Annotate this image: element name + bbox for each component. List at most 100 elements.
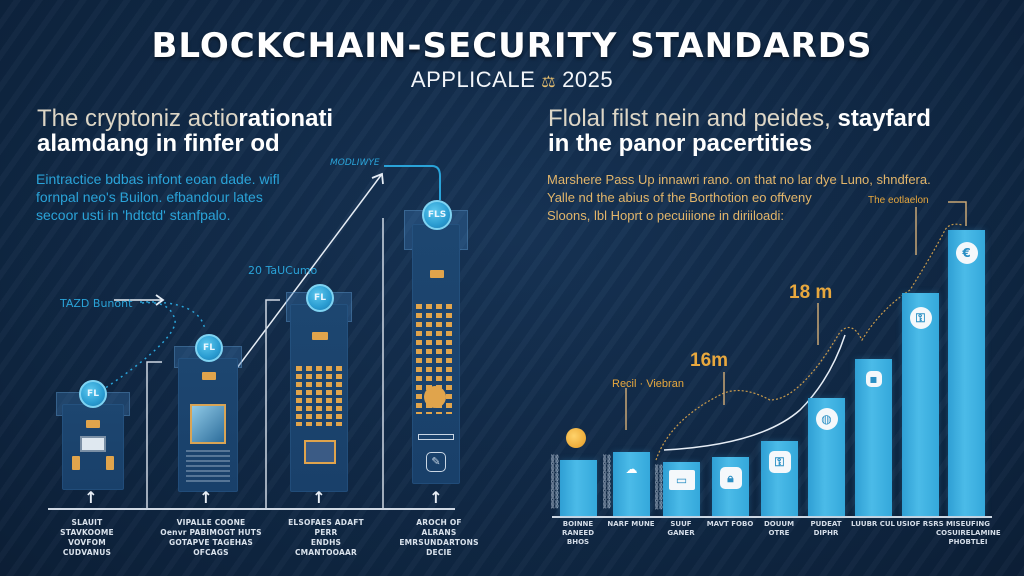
label-line: VIPALLE COONE xyxy=(176,518,246,527)
monitor-icon xyxy=(304,440,336,464)
tower-badge-icon: FL xyxy=(195,334,223,362)
tower-badge-icon: FLS xyxy=(422,200,452,230)
bar-5: ⚿ xyxy=(761,441,798,516)
tower-3-label: ELSOFAES ADAFT PERR ENDHS CMANTOOAAR xyxy=(276,518,376,558)
bag-lock-icon: ⚿ xyxy=(768,451,791,473)
coin-icon xyxy=(202,372,216,380)
left-body-line: fornpal neo's Builon. efbandour lates xyxy=(36,189,263,205)
tower-2-label: VIPALLE COONE Oenvr PABIMOGT HUTS GOTAPV… xyxy=(156,518,266,558)
right-heading-light: Flolal filst nein and peides, xyxy=(548,105,838,132)
monitor-icon: ▭ xyxy=(668,470,695,490)
annotation-tag-a: TAZD Bunont xyxy=(60,297,133,310)
coin-icon xyxy=(430,270,444,278)
right-body: Marshere Pass Up innawri rano. on that n… xyxy=(547,171,947,225)
left-heading-light: The cryptoniz actio xyxy=(37,105,239,132)
chain-icon: ⛓ ⛓ ⛓ ⛓ ⛓ ⛓ xyxy=(601,455,613,510)
tower-2: FL xyxy=(174,334,242,492)
tower-badge-icon: FL xyxy=(79,380,107,408)
callout-4: The eotlaelon xyxy=(868,195,929,206)
scale-icon: ⚖ xyxy=(541,74,557,91)
label-line: ELSOFAES ADAFT PERR xyxy=(288,518,364,537)
left-body: Eintractice bdbas infont eoan dade. wifl… xyxy=(36,170,336,224)
up-arrow-icon: ↑ xyxy=(312,488,326,507)
chip-icon xyxy=(72,456,80,470)
page-title: BLOCKCHAIN-SECURITY STANDARDS xyxy=(151,26,873,66)
label-line: ALRANS EMRSUNDARTONS xyxy=(399,528,479,547)
tower-3: FL xyxy=(286,284,352,492)
subtitle-left: APPLICALE xyxy=(410,67,536,92)
vault-icon xyxy=(424,386,446,408)
coin-lock-icon: € xyxy=(955,242,978,264)
document-icon xyxy=(190,404,226,444)
right-heading-bold: stayfard xyxy=(837,105,931,132)
left-heading-line2: alamdang in finfer od xyxy=(37,130,280,157)
chip-icon xyxy=(106,456,114,470)
label-line: CMANTOOAAR xyxy=(294,548,358,557)
lock-icon: ⚿ xyxy=(909,307,932,329)
data-grid-decoration xyxy=(296,366,342,426)
coin-icon xyxy=(86,420,100,428)
bar-label-8: USIOF RSRS xyxy=(896,520,944,528)
left-body-line: Eintractice bdbas infont eoan dade. wifl xyxy=(36,171,280,187)
left-heading: The cryptoniz actiorationati alamdang in… xyxy=(37,106,357,156)
callout-1: Recil · Viebran xyxy=(612,378,684,390)
right-heading: Flolal filst nein and peides, stayfard i… xyxy=(548,106,968,156)
coin-icon xyxy=(312,332,328,340)
bar-2: ☁ xyxy=(613,452,650,516)
bar-label-6: PUDEAT DIPHR xyxy=(810,520,842,537)
label-line: GOTAPVE TAGEHAS OFCAGS xyxy=(168,538,253,557)
bar-label-3: SUUF GANER xyxy=(667,520,695,537)
bar-label-2: NARF MUNE xyxy=(607,520,655,528)
label-line: SLAUIT STAVKOOME xyxy=(60,518,114,537)
bar-label-1: BOINNE RANEED BHOS xyxy=(561,520,595,546)
bar-1 xyxy=(560,460,597,516)
bar-6: ◍ xyxy=(808,398,845,516)
bar-8: ⚿ xyxy=(902,293,939,516)
chain-icon: ⛓ ⛓ ⛓ ⛓ ⛓ ⛓ xyxy=(549,455,561,510)
computer-icon xyxy=(80,436,106,452)
page-subtitle: APPLICALE ⚖ 2025 xyxy=(0,67,1024,93)
left-baseline xyxy=(48,508,455,510)
tower-1: FL xyxy=(56,380,130,490)
tower-4: FLS ✎ xyxy=(404,200,468,492)
bar-9: € xyxy=(948,230,985,516)
right-body-line: Sloons, lbl Hoprt o pecuiiione in diriil… xyxy=(547,208,785,223)
tower-badge-icon: FL xyxy=(306,284,334,312)
label-line: AROCH OF xyxy=(416,518,462,527)
annotation-tag-b: 20 TaUCumo xyxy=(248,264,318,277)
lock-icon: ▪ xyxy=(865,371,882,387)
annotation-tag-c: MODLIWYE xyxy=(330,158,380,168)
chain-icon: ⛓ ⛓ ⛓ ⛓ ⛓ xyxy=(653,465,665,511)
lightbulb-icon xyxy=(566,428,586,448)
right-heading-line2: in the panor pacertities xyxy=(548,130,813,157)
shield-icon: ✎ xyxy=(426,452,446,472)
label-line: Oenvr PABIMOGT HUTS xyxy=(160,528,262,537)
tower-4-label: AROCH OF ALRANS EMRSUNDARTONS DECIE xyxy=(384,518,494,558)
label-line: VOVFOM CUDVANUS xyxy=(62,538,112,557)
label-line: ENDHS xyxy=(310,538,342,547)
callout-3: 18 m xyxy=(789,282,833,303)
lock-icon: 🔒︎ xyxy=(719,467,742,489)
tower-1-label: SLAUIT STAVKOOME VOVFOM CUDVANUS xyxy=(44,518,130,558)
left-body-line: secoor usti in 'hdtctd' stanfpalo. xyxy=(36,207,231,223)
bar-7: ▪ xyxy=(855,359,892,516)
label-line: DECIE xyxy=(426,548,452,557)
up-arrow-icon: ↑ xyxy=(199,488,213,507)
right-body-line: Marshere Pass Up innawri rano. on that n… xyxy=(547,172,931,187)
bar-label-7: LUUBR CUL xyxy=(850,520,896,528)
callout-2: 16m xyxy=(690,350,729,371)
left-heading-bold: rationati xyxy=(238,105,334,132)
bar-label-4: MAVT FOBO xyxy=(706,520,754,528)
cloud-icon: ☁ xyxy=(625,462,638,476)
up-arrow-icon: ↑ xyxy=(429,488,443,507)
text-lines-decoration xyxy=(186,450,230,484)
right-body-line: Yalle nd the abius of the Borthotion eo … xyxy=(547,190,812,205)
bar-label-5: DOUUM OTRE xyxy=(763,520,795,537)
bar-3: ▭ xyxy=(663,462,700,516)
globe-icon: ◍ xyxy=(815,408,838,430)
subtitle-year: 2025 xyxy=(562,67,614,92)
slot-icon xyxy=(418,434,454,440)
up-arrow-icon: ↑ xyxy=(84,488,98,507)
